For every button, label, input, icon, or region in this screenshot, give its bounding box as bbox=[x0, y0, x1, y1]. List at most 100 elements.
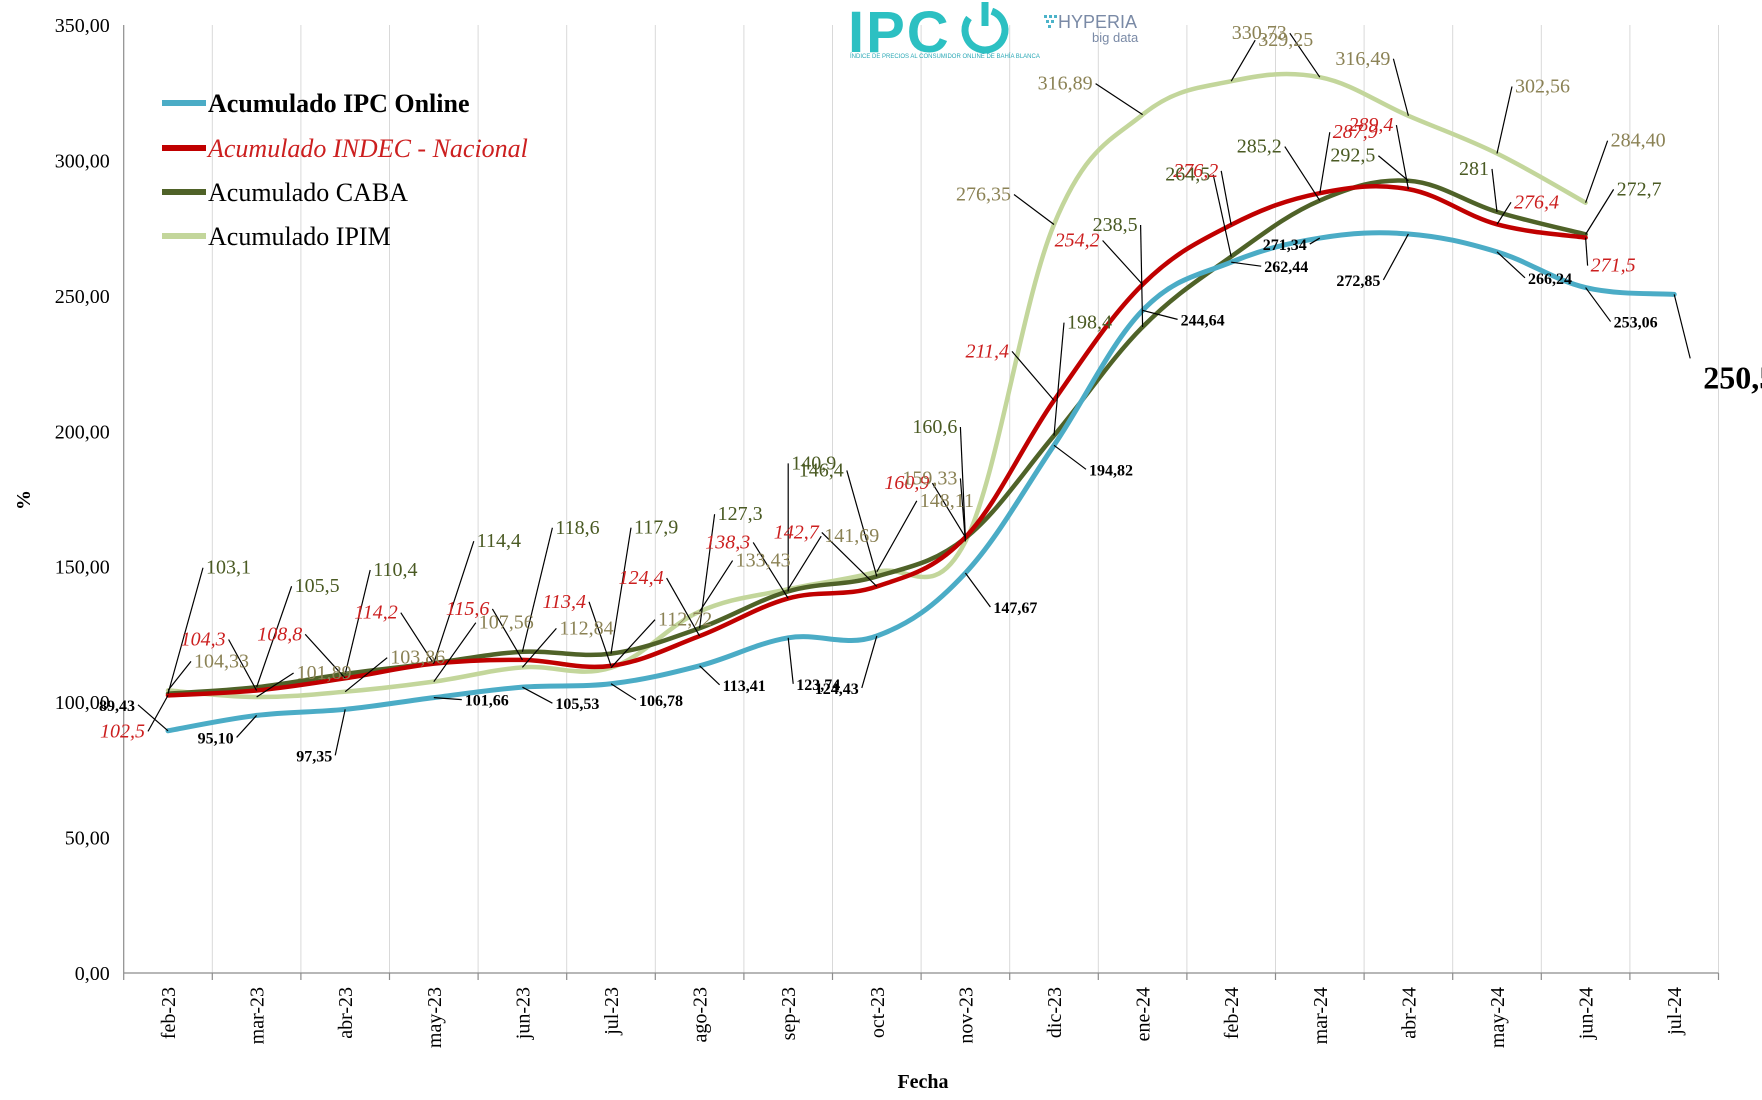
legend-label-indec: Acumulado INDEC - Nacional bbox=[206, 134, 528, 163]
leader-line bbox=[1011, 351, 1055, 401]
data-label: 104,33 bbox=[194, 650, 249, 672]
data-label: 105,5 bbox=[295, 575, 340, 597]
data-label: 112,72 bbox=[658, 609, 712, 631]
data-label: 142,7 bbox=[774, 521, 820, 543]
leader-line bbox=[846, 470, 878, 577]
data-label: 115,6 bbox=[446, 598, 490, 620]
leader-line bbox=[1142, 309, 1178, 320]
leader-line bbox=[959, 478, 966, 542]
data-label: 316,89 bbox=[1038, 73, 1093, 95]
leader-line bbox=[1585, 237, 1589, 266]
leader-line bbox=[610, 619, 656, 669]
data-label: 287,9 bbox=[1333, 121, 1378, 143]
leader-line bbox=[400, 612, 435, 665]
leader-line bbox=[699, 560, 734, 612]
data-label: 271,5 bbox=[1591, 255, 1636, 277]
leader-line bbox=[491, 608, 523, 661]
data-label: 276,4 bbox=[1514, 191, 1559, 213]
data-label: 330,73 bbox=[1232, 22, 1287, 44]
x-tick-label: feb-24 bbox=[1221, 987, 1243, 1039]
leader-line bbox=[959, 426, 966, 539]
x-tick-label: oct-23 bbox=[867, 987, 889, 1038]
data-label: 285,2 bbox=[1237, 136, 1282, 158]
y-tick-label: 150,00 bbox=[55, 557, 110, 579]
leader-line bbox=[137, 704, 169, 732]
data-label: 289,4 bbox=[1348, 114, 1393, 136]
leader-line bbox=[1289, 32, 1321, 78]
y-tick-label: 250,00 bbox=[55, 286, 110, 308]
leader-line bbox=[1102, 240, 1144, 285]
leader-line bbox=[1496, 251, 1526, 279]
data-label: 211,4 bbox=[965, 340, 1009, 362]
series-lines bbox=[165, 71, 1677, 734]
data-label: 264,5 bbox=[1165, 164, 1210, 186]
data-label: 160,9 bbox=[884, 472, 929, 494]
leader-line bbox=[1378, 155, 1409, 182]
data-label: 113,41 bbox=[723, 678, 766, 695]
leader-line bbox=[1585, 140, 1609, 203]
legend: Acumulado IPC Online Acumulado INDEC - N… bbox=[162, 89, 528, 251]
data-label: 104,3 bbox=[181, 628, 226, 650]
leader-line bbox=[610, 527, 632, 654]
leader-line bbox=[433, 622, 477, 683]
leader-line bbox=[787, 535, 822, 590]
data-label: 107,56 bbox=[479, 612, 534, 634]
data-label: 133,43 bbox=[736, 550, 791, 572]
data-label: 123,74 bbox=[796, 677, 840, 694]
leader-line bbox=[1585, 189, 1615, 235]
hyperia-logo: HYPERIA big data bbox=[1044, 12, 1139, 45]
y-tick-label: 300,00 bbox=[55, 150, 110, 172]
data-label: 113,4 bbox=[542, 591, 586, 613]
data-label: 95,10 bbox=[198, 730, 234, 747]
x-tick-label: abr-24 bbox=[1398, 987, 1420, 1039]
data-label: 329,25 bbox=[1258, 29, 1313, 51]
y-tick-label: 50,00 bbox=[65, 828, 110, 850]
leader-line bbox=[334, 709, 346, 756]
leader-line bbox=[1053, 322, 1065, 436]
x-tick-label: abr-23 bbox=[335, 987, 357, 1039]
data-label: 117,9 bbox=[634, 517, 678, 539]
y-tick-label: 200,00 bbox=[55, 421, 110, 443]
data-label: 276,35 bbox=[956, 183, 1011, 205]
data-label: 101,89 bbox=[297, 662, 352, 684]
x-tick-label: nov-23 bbox=[955, 987, 977, 1044]
leader-line bbox=[167, 567, 204, 694]
leader-line bbox=[433, 540, 475, 664]
leader-line bbox=[1212, 174, 1232, 257]
data-label: 118,6 bbox=[555, 517, 599, 539]
data-label: 262,44 bbox=[1264, 259, 1308, 276]
data-label: 108,8 bbox=[257, 623, 302, 645]
x-tick-label: ago-23 bbox=[690, 987, 712, 1043]
leader-line bbox=[236, 715, 258, 738]
leader-line bbox=[228, 639, 258, 691]
data-label: 198,4 bbox=[1067, 312, 1112, 334]
data-label: 159,33 bbox=[902, 467, 957, 489]
x-tick-label: jun-23 bbox=[512, 987, 534, 1040]
leader-line bbox=[699, 514, 716, 629]
leader-line bbox=[1673, 294, 1691, 359]
leader-line bbox=[861, 635, 878, 689]
data-label: 271,34 bbox=[1263, 237, 1307, 254]
vertical-gridlines bbox=[211, 25, 1719, 973]
axes bbox=[123, 25, 1720, 980]
leader-line bbox=[1284, 146, 1321, 201]
leader-line bbox=[588, 601, 612, 667]
data-label: 272,85 bbox=[1336, 273, 1380, 290]
y-tick-label: 350,00 bbox=[55, 15, 110, 37]
data-label: 112,84 bbox=[559, 617, 613, 639]
leader-line bbox=[344, 657, 388, 693]
leader-line bbox=[1140, 224, 1144, 328]
leader-line bbox=[1585, 287, 1612, 322]
leader-line bbox=[1496, 86, 1513, 154]
data-label: 110,4 bbox=[373, 559, 417, 581]
leader-line bbox=[521, 627, 557, 668]
data-label: 141,69 bbox=[824, 525, 879, 547]
y-tick-label: 100,00 bbox=[55, 692, 110, 714]
leader-line bbox=[304, 633, 346, 679]
leader-line bbox=[522, 686, 553, 704]
leader-line bbox=[876, 500, 918, 573]
data-label: 140,9 bbox=[791, 452, 836, 474]
leader-line bbox=[964, 572, 991, 608]
